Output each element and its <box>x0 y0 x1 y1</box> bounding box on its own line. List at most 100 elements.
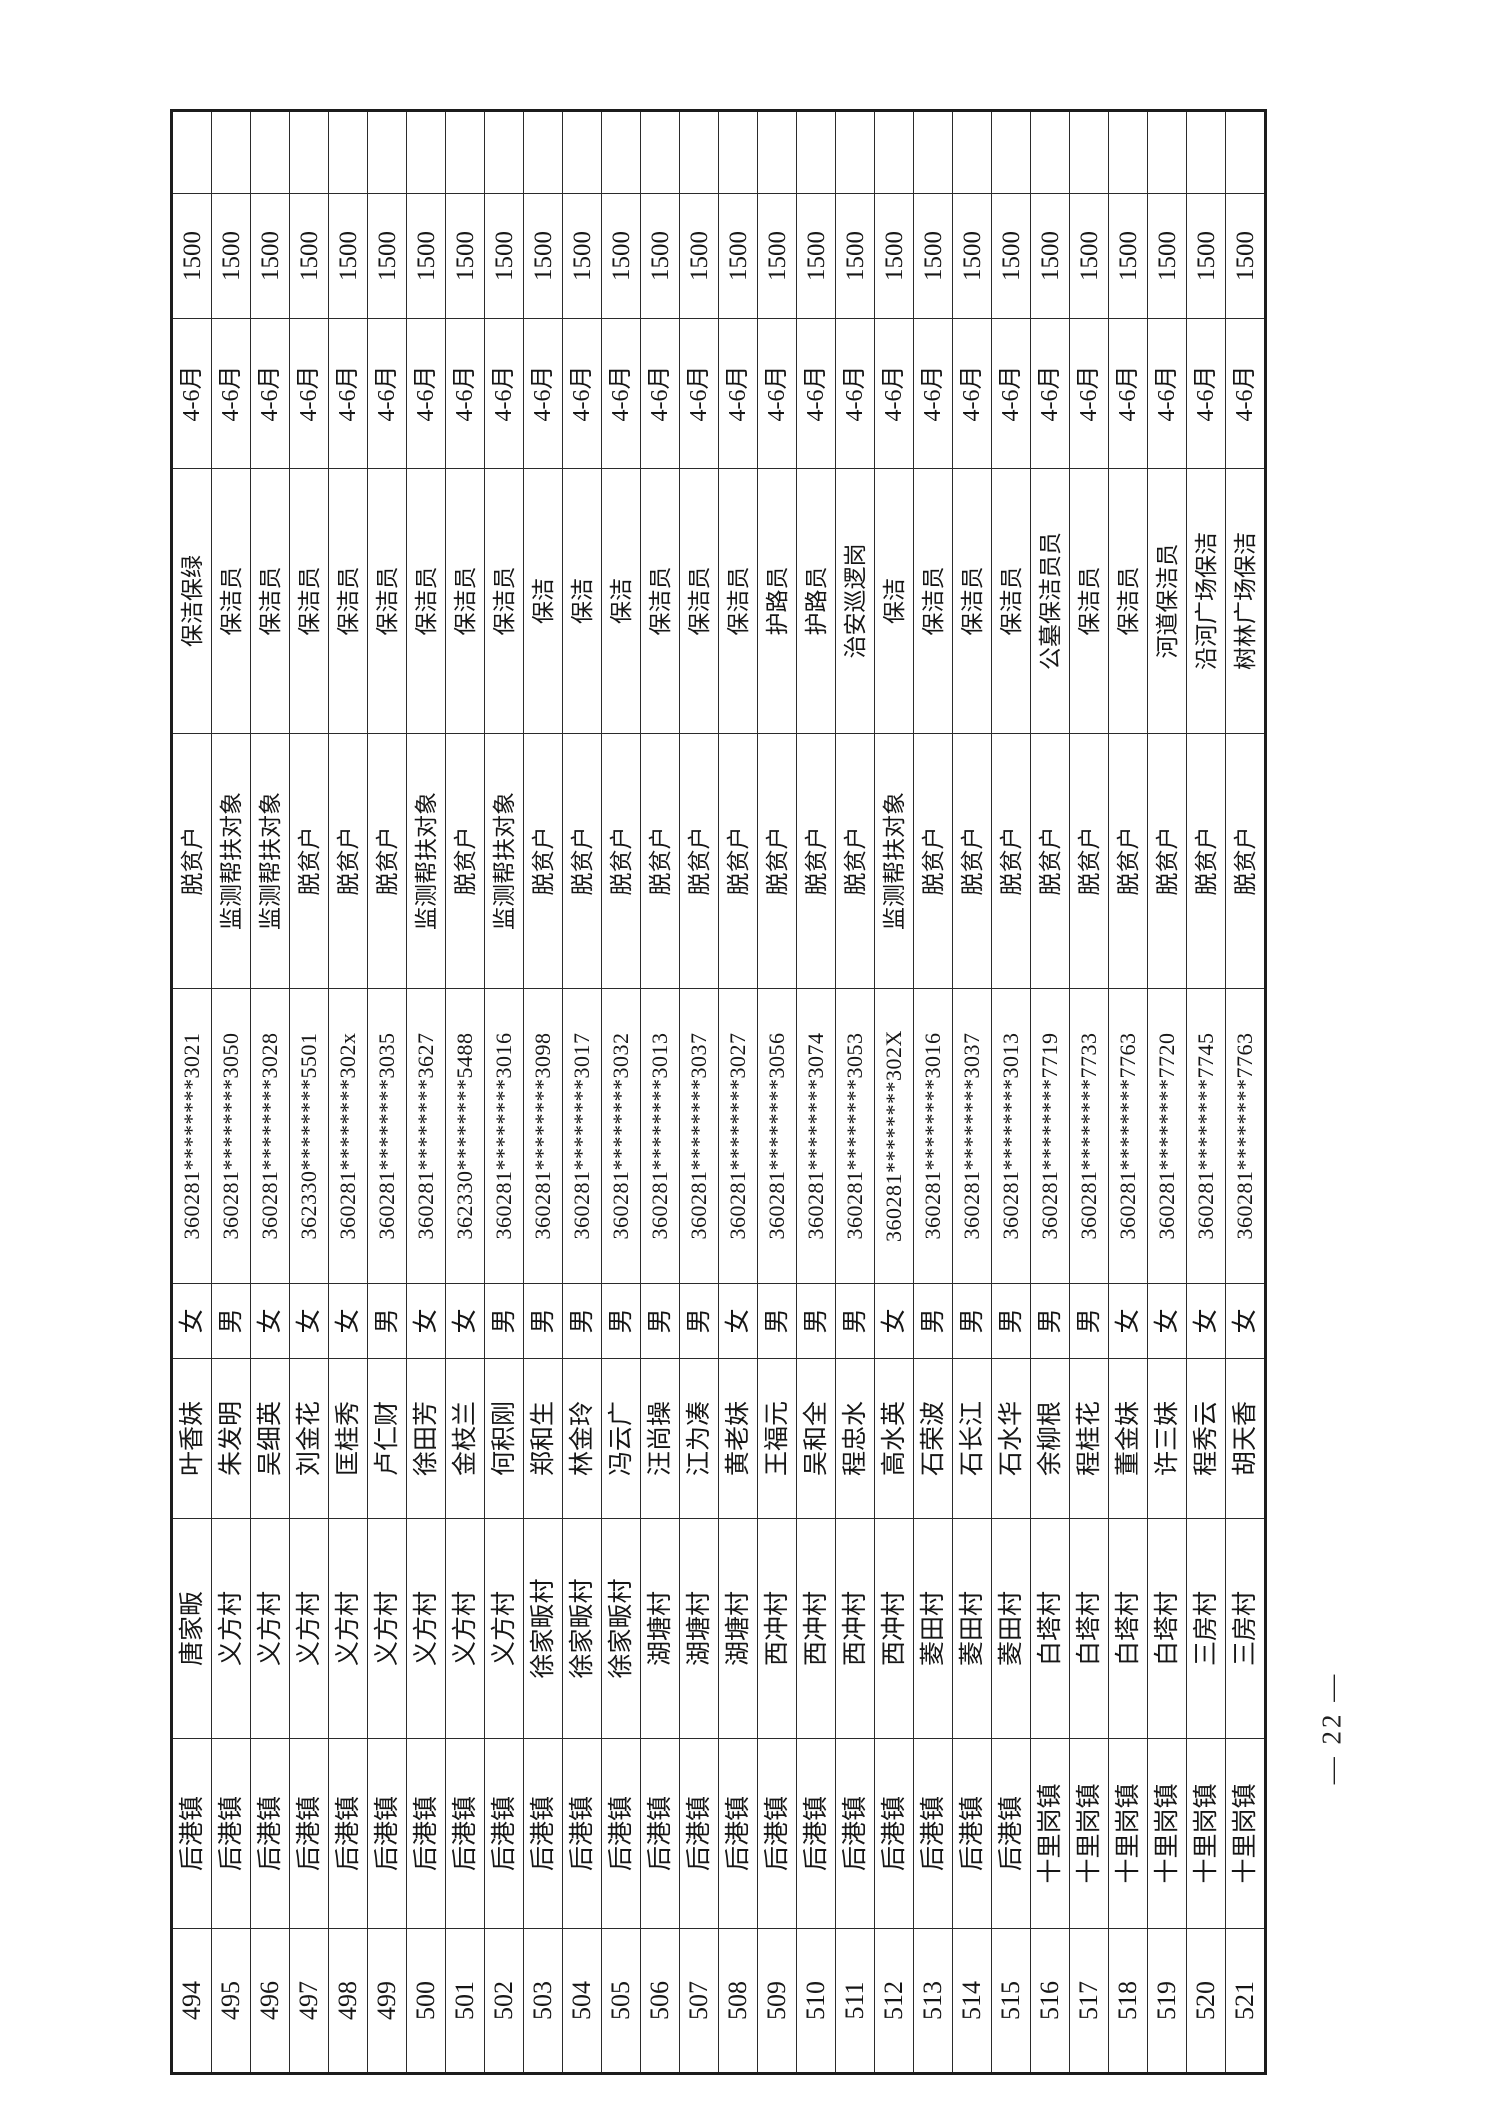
cell-name: 郑和生 <box>523 1358 563 1519</box>
cell-seq: 500 <box>406 1928 446 2074</box>
cell-seq: 515 <box>991 1928 1031 2074</box>
cell-gender: 女 <box>1225 1283 1266 1359</box>
table-row: 505 后港镇 徐家畈村 冯云广男 360281********3032 脱贫户 保洁 4-6… <box>601 110 641 2074</box>
cell-name: 高水英 <box>874 1358 914 1519</box>
cell-id: 360281********3053 <box>835 988 875 1284</box>
cell-town: 后港镇 <box>484 1738 524 1929</box>
cell-name: 徐田芳 <box>406 1358 446 1519</box>
cell-seq: 519 <box>1147 1928 1187 2074</box>
cell-id: 360281********302X <box>874 988 914 1284</box>
cell-months: 4-6月 <box>913 318 953 469</box>
cell-amount: 1500 <box>640 193 680 319</box>
cell-category: 脱贫户 <box>1186 733 1226 989</box>
cell-seq: 516 <box>1030 1928 1070 2074</box>
cell-gender: 男 <box>991 1283 1031 1359</box>
cell-village: 徐家畈村 <box>523 1518 563 1739</box>
cell-village: 湖塘村 <box>718 1518 758 1739</box>
cell-category: 监测帮扶对象 <box>211 733 251 989</box>
cell-job: 保洁 <box>523 468 563 734</box>
cell-town: 十里岗镇 <box>1108 1738 1148 1929</box>
cell-village: 白塔村 <box>1030 1518 1070 1739</box>
cell-job: 保洁员 <box>289 468 329 734</box>
cell-amount: 1500 <box>1225 193 1266 319</box>
cell-id: 360281********7763 <box>1108 988 1148 1284</box>
subsidy-roster-table: 494 后港镇 唐家畈 叶香妹女 360281********3021 脱贫户 保洁保绿 4-… <box>170 109 1267 2075</box>
cell-gender: 男 <box>835 1283 875 1359</box>
table-row: 513 后港镇 菱田村 石荣波男 360281********3016 脱贫户 保洁员 4-6… <box>913 110 953 2074</box>
cell-remark <box>679 110 719 194</box>
table-row: 516 十里岗镇 白塔村 余柳根男 360281********7719 脱贫户 公墓保洁员… <box>1030 110 1070 2074</box>
cell-category: 脱贫户 <box>640 733 680 989</box>
cell-name: 刘金花 <box>289 1358 329 1519</box>
cell-amount: 1500 <box>1030 193 1070 319</box>
cell-gender: 女 <box>718 1283 758 1359</box>
cell-seq: 510 <box>796 1928 836 2074</box>
cell-id: 360281********3098 <box>523 988 563 1284</box>
cell-amount: 1500 <box>445 193 485 319</box>
cell-amount: 1500 <box>406 193 446 319</box>
cell-town: 后港镇 <box>171 1738 212 1929</box>
cell-name: 江为凑 <box>679 1358 719 1519</box>
cell-remark <box>1186 110 1226 194</box>
cell-gender: 男 <box>913 1283 953 1359</box>
cell-category: 监测帮扶对象 <box>484 733 524 989</box>
cell-months: 4-6月 <box>406 318 446 469</box>
cell-village: 西冲村 <box>796 1518 836 1739</box>
cell-remark <box>445 110 485 194</box>
cell-remark <box>367 110 407 194</box>
cell-remark <box>952 110 992 194</box>
cell-amount: 1500 <box>874 193 914 319</box>
cell-name: 许三妹 <box>1147 1358 1187 1519</box>
cell-town: 后港镇 <box>250 1738 290 1929</box>
cell-name: 余柳根 <box>1030 1358 1070 1519</box>
cell-job: 公墓保洁员员 <box>1030 468 1070 734</box>
cell-job: 保洁 <box>874 468 914 734</box>
cell-remark <box>406 110 446 194</box>
cell-gender: 男 <box>796 1283 836 1359</box>
cell-job: 保洁 <box>601 468 641 734</box>
cell-town: 后港镇 <box>757 1738 797 1929</box>
cell-job: 保洁 <box>562 468 602 734</box>
cell-months: 4-6月 <box>718 318 758 469</box>
cell-seq: 513 <box>913 1928 953 2074</box>
cell-amount: 1500 <box>1108 193 1148 319</box>
cell-amount: 1500 <box>835 193 875 319</box>
cell-months: 4-6月 <box>562 318 602 469</box>
cell-id: 360281********3074 <box>796 988 836 1284</box>
roster-rows: 494 后港镇 唐家畈 叶香妹女 360281********3021 脱贫户 保洁保绿 4-… <box>171 110 1266 2074</box>
cell-category: 脱贫户 <box>523 733 563 989</box>
cell-gender: 女 <box>171 1283 212 1359</box>
cell-job: 治安巡逻岗 <box>835 468 875 734</box>
cell-months: 4-6月 <box>445 318 485 469</box>
cell-remark <box>835 110 875 194</box>
table-row: 518 十里岗镇 白塔村 董金妹女 360281********7763 脱贫户 保洁员 4-… <box>1108 110 1148 2074</box>
table-row: 517 十里岗镇 白塔村 程桂花男 360281********7733 脱贫户 保洁员 4-… <box>1069 110 1109 2074</box>
cell-name: 董金妹 <box>1108 1358 1148 1519</box>
table-row: 519 十里岗镇 白塔村 许三妹女 360281********7720 脱贫户 河道保洁员… <box>1147 110 1187 2074</box>
cell-months: 4-6月 <box>523 318 563 469</box>
cell-gender: 女 <box>445 1283 485 1359</box>
cell-seq: 504 <box>562 1928 602 2074</box>
cell-remark <box>250 110 290 194</box>
cell-months: 4-6月 <box>250 318 290 469</box>
cell-remark <box>211 110 251 194</box>
cell-gender: 女 <box>1108 1283 1148 1359</box>
cell-name: 何积刚 <box>484 1358 524 1519</box>
cell-remark <box>328 110 368 194</box>
cell-name: 卢仁财 <box>367 1358 407 1519</box>
cell-id: 360281********3032 <box>601 988 641 1284</box>
cell-town: 后港镇 <box>562 1738 602 1929</box>
cell-village: 西冲村 <box>757 1518 797 1739</box>
cell-months: 4-6月 <box>367 318 407 469</box>
cell-seq: 506 <box>640 1928 680 2074</box>
cell-id: 360281********3013 <box>991 988 1031 1284</box>
table-row: 506 后港镇 湖塘村 汪尚操男 360281********3013 脱贫户 保洁员 4-6… <box>640 110 680 2074</box>
cell-id: 360281********3016 <box>484 988 524 1284</box>
cell-job: 保洁员 <box>718 468 758 734</box>
cell-seq: 496 <box>250 1928 290 2074</box>
cell-seq: 502 <box>484 1928 524 2074</box>
cell-village: 白塔村 <box>1069 1518 1109 1739</box>
cell-id: 360281********3027 <box>718 988 758 1284</box>
table-row: 504 后港镇 徐家畈村 林金玲男 360281********3017 脱贫户 保洁 4-6… <box>562 110 602 2074</box>
cell-town: 后港镇 <box>991 1738 1031 1929</box>
